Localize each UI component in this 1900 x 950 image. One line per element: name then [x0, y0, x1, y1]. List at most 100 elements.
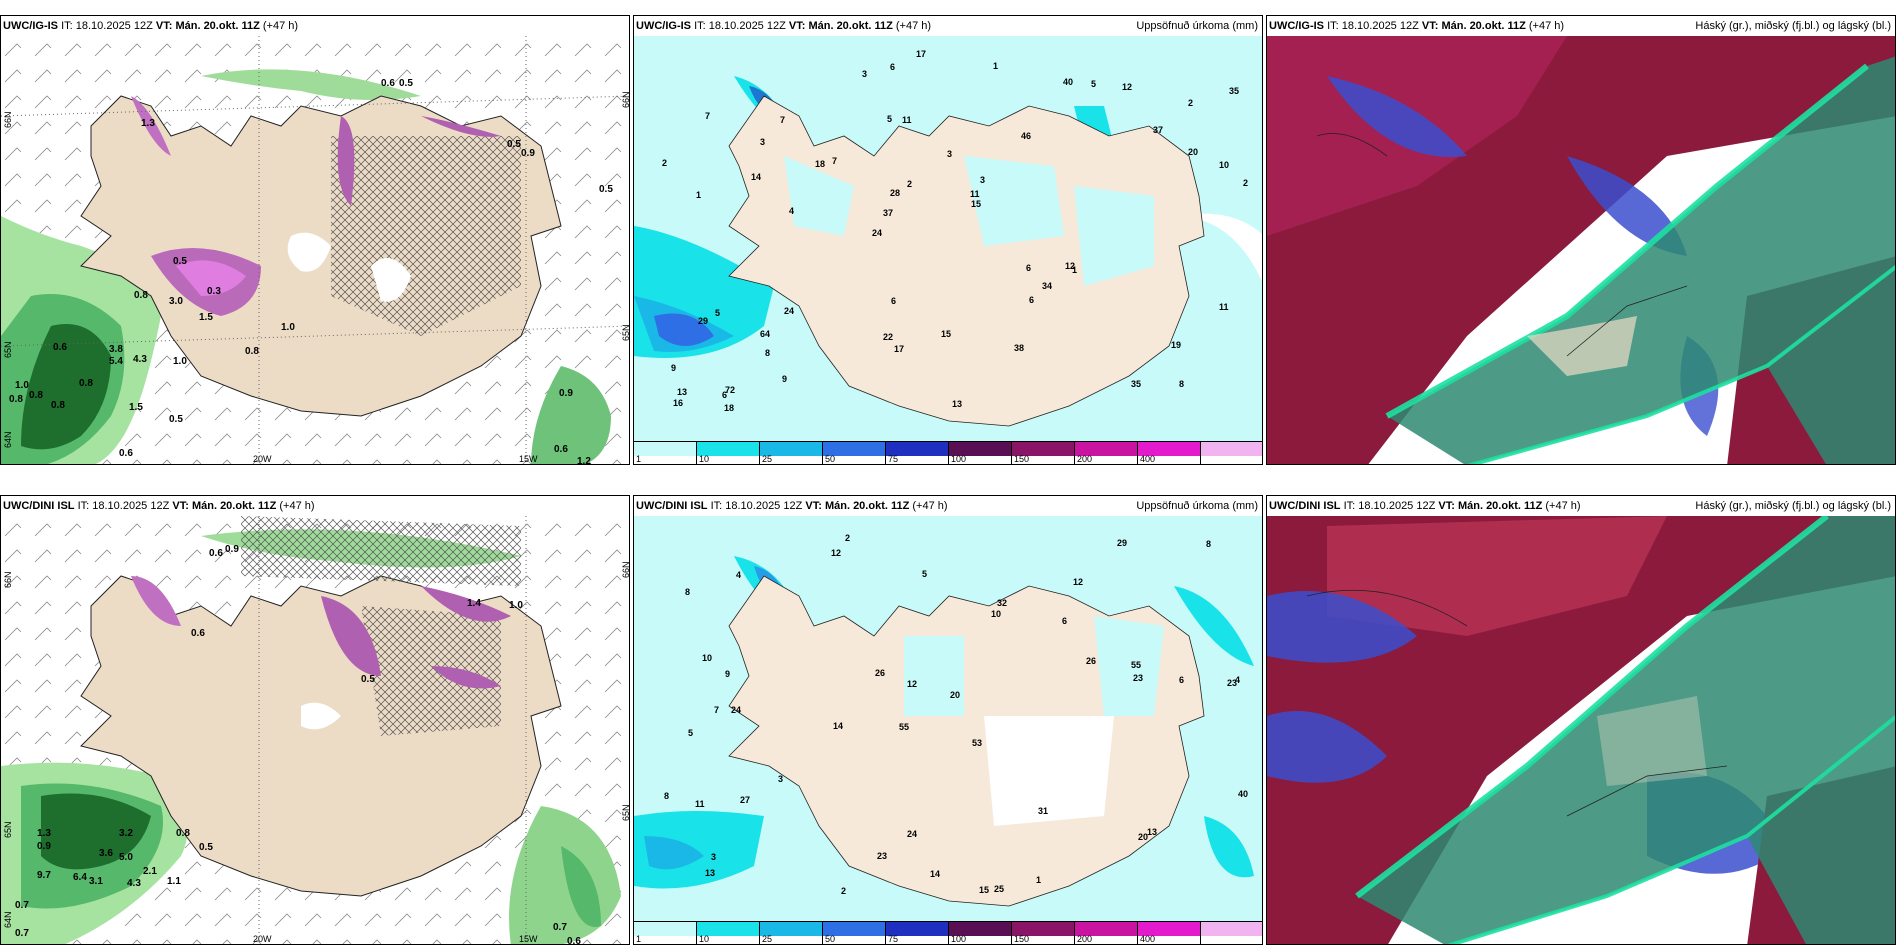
precip-value: 20 — [950, 690, 960, 700]
colorbar-segment: 75 — [886, 442, 949, 464]
value-label: 0.8 — [79, 378, 93, 389]
precip-value: 10 — [702, 653, 712, 663]
value-label: 0.9 — [225, 544, 239, 555]
colorbar-segment: 400 — [1138, 922, 1201, 944]
colorbar-swatch — [823, 442, 885, 456]
colorbar-label: 400 — [1140, 454, 1156, 464]
panel-cloud-cover-r1: UWC/IG-IS IT: 18.10.2025 12Z VT: Mán. 20… — [1266, 15, 1896, 465]
precip-value: 11 — [902, 115, 912, 125]
model-name: UWC/DINI ISL — [636, 500, 708, 512]
value-label: 0.7 — [15, 928, 29, 939]
precip-value: 26 — [875, 668, 885, 678]
precip-value: 17 — [916, 49, 926, 59]
precip-value: 6 — [722, 390, 727, 400]
precip-value: 8 — [1206, 539, 1211, 549]
lon-label: 15W — [519, 934, 538, 944]
map-accum-precip[interactable]: 8122446725357981131762620372228740243519… — [634, 36, 1263, 444]
colorbar-segment: 150 — [1012, 922, 1075, 944]
precip-value: 55 — [1131, 660, 1141, 670]
colorbar-segment: 10 — [697, 442, 760, 464]
precip-value: 11 — [695, 799, 705, 809]
it-label: IT: — [77, 500, 90, 512]
map-cloud-cover[interactable] — [1267, 516, 1896, 945]
colorbar-label: 25 — [762, 454, 773, 464]
panel-wind-precip-r1: UWC/IG-IS IT: 18.10.2025 12Z VT: Mán. 20… — [0, 15, 630, 465]
it-value: 18.10.2025 12Z — [725, 500, 803, 512]
it-value: 18.10.2025 12Z — [1341, 20, 1419, 32]
precip-value: 8 — [1179, 379, 1184, 389]
value-label: 1.5 — [199, 312, 213, 323]
value-label: 1.3 — [37, 828, 51, 839]
colorbar-swatch — [1201, 922, 1262, 936]
precip-value: 2 — [1188, 98, 1193, 108]
lon-label: 15W — [519, 454, 538, 464]
precip-value: 14 — [930, 869, 940, 879]
value-label: 2.1 — [143, 866, 157, 877]
value-label: 1.0 — [509, 600, 523, 611]
precip-value: 2 — [662, 158, 667, 168]
precip-value: 24 — [907, 829, 917, 839]
precip-value: 9 — [671, 363, 676, 373]
precip-value: 24 — [731, 705, 741, 715]
lat-label: 65N — [3, 821, 13, 838]
value-label: 0.5 — [361, 674, 375, 685]
precip-value: 13 — [952, 399, 962, 409]
value-label: 0.5 — [173, 256, 187, 267]
precip-value: 27 — [740, 795, 750, 805]
value-label: 1.2 — [577, 456, 591, 465]
value-label: 6.4 — [73, 872, 87, 883]
panel-title: UWC/IG-IS IT: 18.10.2025 12Z VT: Mán. 20… — [636, 20, 931, 32]
colorbar-swatch — [1012, 922, 1074, 936]
precip-value: 6 — [1062, 616, 1067, 626]
precip-value: 29 — [698, 316, 708, 326]
colorbar-swatch — [697, 442, 759, 456]
map-cloud-cover[interactable] — [1267, 36, 1896, 465]
precip-value: 15 — [979, 885, 989, 895]
precip-value: 5 — [715, 308, 720, 318]
colorbar-segment: 150 — [1012, 442, 1075, 464]
colorbar-label: 150 — [1014, 934, 1030, 944]
lon-label: 20W — [253, 934, 272, 944]
precip-value: 24 — [784, 306, 794, 316]
vt-value: Mán. 20.okt. 11Z — [1441, 20, 1526, 32]
map-wind-precip[interactable]: 0.6 0.9 0.6 3.2 3.6 5.0 4.3 2.1 1.1 0.7 … — [1, 516, 630, 945]
colorbar-swatch — [886, 922, 948, 936]
value-label: 0.9 — [559, 388, 573, 399]
value-label: 0.7 — [553, 922, 567, 933]
precip-value: 2 — [841, 886, 846, 896]
precip-numbers: 8122446725357981131762620372228740243519… — [662, 49, 1248, 413]
map-wind-precip[interactable]: 0.6 0.5 0.5 0.9 0.5 1.3 3.0 0.8 0.5 0.3 … — [1, 36, 630, 465]
colorbar-swatch — [760, 442, 822, 456]
vt-label: VT: — [155, 20, 173, 32]
model-name: UWC/IG-IS — [3, 20, 58, 32]
precip-value: 1 — [993, 61, 998, 71]
value-label: 0.8 — [245, 346, 259, 357]
colorbar-segment: 200 — [1075, 442, 1138, 464]
colorbar-segment: 50 — [823, 922, 886, 944]
value-label: 5.4 — [109, 356, 123, 367]
colorbar-label: 200 — [1077, 934, 1093, 944]
precip-value: 29 — [1117, 538, 1127, 548]
precip-value: 12 — [1122, 82, 1132, 92]
value-label: 0.6 — [554, 444, 568, 455]
lat-label-right: 66N — [621, 91, 630, 108]
precip-value: 12 — [1065, 261, 1075, 271]
precip-value: 7 — [780, 115, 785, 125]
value-label: 0.5 — [199, 842, 213, 853]
precip-value: 3 — [778, 774, 783, 784]
precip-value: 5 — [887, 114, 892, 124]
precip-value: 35 — [1131, 379, 1141, 389]
panel-subtitle: Uppsöfnuð úrkoma (mm) — [1136, 20, 1258, 32]
colorbar: 1 10 25 50 75 100 150 200 400 — [634, 441, 1262, 464]
precip-value: 4 — [1235, 675, 1240, 685]
value-label: 0.8 — [9, 394, 23, 405]
precip-value: 10 — [991, 609, 1001, 619]
precip-value: 6 — [1179, 675, 1184, 685]
colorbar-label: 50 — [825, 454, 836, 464]
value-label: 1.0 — [15, 380, 29, 391]
panel-subtitle: Háský (gr.), miðský (fj.bl.) og lágský (… — [1695, 500, 1891, 512]
panel-subtitle: Uppsöfnuð úrkoma (mm) — [1136, 500, 1258, 512]
colorbar-swatch — [1201, 442, 1262, 456]
precip-value: 46 — [1021, 131, 1031, 141]
